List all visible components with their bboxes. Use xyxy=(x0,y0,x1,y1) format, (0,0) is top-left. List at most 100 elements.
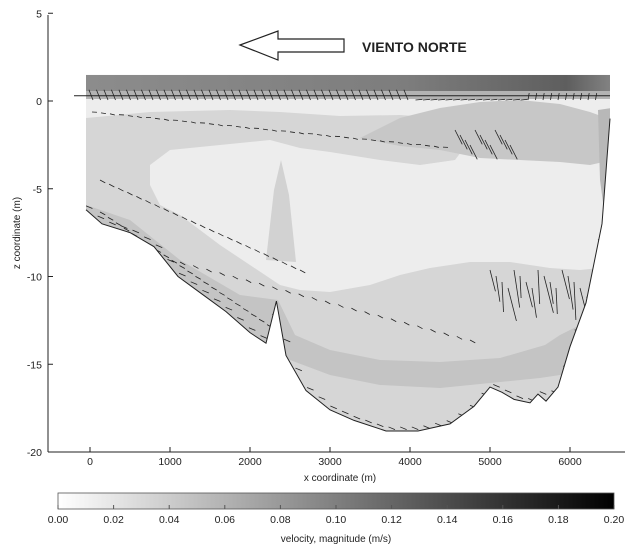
velocity-vector xyxy=(118,89,124,101)
velocity-vector xyxy=(365,419,372,424)
y-tick-label: -10 xyxy=(27,272,42,284)
velocity-vector xyxy=(388,426,396,431)
colorbar-tick-label: 0.10 xyxy=(326,514,347,526)
velocity-vector xyxy=(178,89,184,101)
velocity-vector xyxy=(190,220,197,225)
velocity-vector xyxy=(219,292,225,296)
velocity-vector xyxy=(133,89,139,101)
velocity-vector xyxy=(377,314,384,319)
velocity-vector xyxy=(353,415,361,420)
velocity-vector xyxy=(352,137,358,140)
velocity-vector xyxy=(123,227,130,232)
velocity-vector xyxy=(298,293,305,298)
velocity-vector xyxy=(238,89,244,101)
velocity-vector xyxy=(550,93,553,101)
velocity-vector xyxy=(285,290,291,294)
velocity-vector xyxy=(373,89,379,101)
velocity-vector xyxy=(86,205,93,209)
velocity-vector xyxy=(232,275,239,280)
velocity-vector xyxy=(187,270,193,275)
velocity-vector xyxy=(100,112,107,115)
velocity-vector xyxy=(324,300,331,305)
velocity-vector xyxy=(97,215,105,220)
velocity-vector xyxy=(306,387,314,391)
velocity-vector xyxy=(109,221,116,226)
velocity-vector xyxy=(148,89,154,101)
velocity-vector xyxy=(235,302,241,307)
velocity-vector xyxy=(167,259,175,263)
velocity-vector xyxy=(366,89,371,101)
velocity-vector xyxy=(482,98,491,101)
velocity-vector xyxy=(171,89,176,101)
velocity-vector xyxy=(452,98,461,101)
velocity-vector xyxy=(469,144,478,160)
velocity-vector xyxy=(364,311,371,315)
velocity-vector xyxy=(154,204,161,208)
velocity-vector xyxy=(493,384,500,388)
velocity-vector xyxy=(237,317,244,321)
velocity-vector xyxy=(227,297,233,302)
velocity-vector xyxy=(290,265,297,270)
y-tick-label: -15 xyxy=(27,359,42,371)
velocity-vector xyxy=(489,269,496,292)
velocity-vector xyxy=(172,212,179,216)
velocity-vector xyxy=(316,134,323,136)
velocity-vectors xyxy=(81,89,605,431)
velocity-vector xyxy=(557,93,560,101)
velocity-vector xyxy=(179,261,186,266)
velocity-vector xyxy=(274,329,281,334)
y-tick-label: 5 xyxy=(36,8,42,20)
velocity-vector xyxy=(497,98,506,101)
velocity-vector xyxy=(469,339,476,344)
velocity-vector xyxy=(495,275,501,302)
velocity-vector xyxy=(527,93,530,101)
velocity-vector xyxy=(358,89,364,101)
colorbar-tick-label: 0.12 xyxy=(381,514,402,526)
velocity-vector xyxy=(216,89,221,101)
velocity-vector xyxy=(313,89,319,101)
velocity-vector xyxy=(311,297,318,301)
velocity-vector xyxy=(400,426,407,431)
x-tick-label: 4000 xyxy=(398,456,422,468)
y-axis: 5 0 -5 -10 -15 -20 z coordinate (m) xyxy=(12,8,53,459)
velocity-vector xyxy=(126,89,131,101)
velocity-vector xyxy=(272,257,279,261)
velocity-vector xyxy=(381,89,386,101)
velocity-vector xyxy=(211,286,217,291)
velocity-vector xyxy=(163,118,169,121)
velocity-vector xyxy=(263,253,270,257)
colorbar-tick-label: 0.20 xyxy=(604,514,625,526)
velocity-vector xyxy=(379,140,385,143)
velocity-vector xyxy=(181,216,188,221)
velocity-vector xyxy=(406,143,412,146)
velocity-vector xyxy=(328,89,334,101)
velocity-vector xyxy=(199,224,206,229)
velocity-vector xyxy=(494,129,503,145)
velocity-vector xyxy=(519,275,522,298)
velocity-vector xyxy=(403,89,409,101)
velocity-vector xyxy=(464,139,473,155)
velocity-vector xyxy=(283,338,291,343)
velocity-vector xyxy=(595,93,598,101)
x-axis: 0 1000 2000 3000 4000 5000 6000 x coordinate (… xyxy=(48,447,625,484)
velocity-vector xyxy=(542,93,545,101)
velocity-vector xyxy=(587,93,590,101)
velocity-vector xyxy=(555,287,558,314)
wind-label: VIENTO NORTE xyxy=(362,39,467,55)
velocity-vector xyxy=(411,426,419,431)
velocity-vector xyxy=(479,134,488,150)
velocity-vector xyxy=(422,98,431,101)
velocity-vector xyxy=(430,98,438,101)
velocity-vector xyxy=(181,120,188,123)
velocity-vector xyxy=(343,89,349,101)
colorbar-tick-label: 0.06 xyxy=(215,514,236,526)
velocity-vector xyxy=(537,269,541,304)
velocity-vector xyxy=(231,89,236,101)
velocity-vector xyxy=(136,116,142,119)
y-tick-label: 0 xyxy=(36,96,42,108)
velocity-vector xyxy=(190,281,198,285)
velocity-vector xyxy=(201,89,206,101)
bottom-profile-line xyxy=(85,118,611,432)
velocity-vector xyxy=(117,187,124,192)
velocity-vector xyxy=(81,90,85,100)
